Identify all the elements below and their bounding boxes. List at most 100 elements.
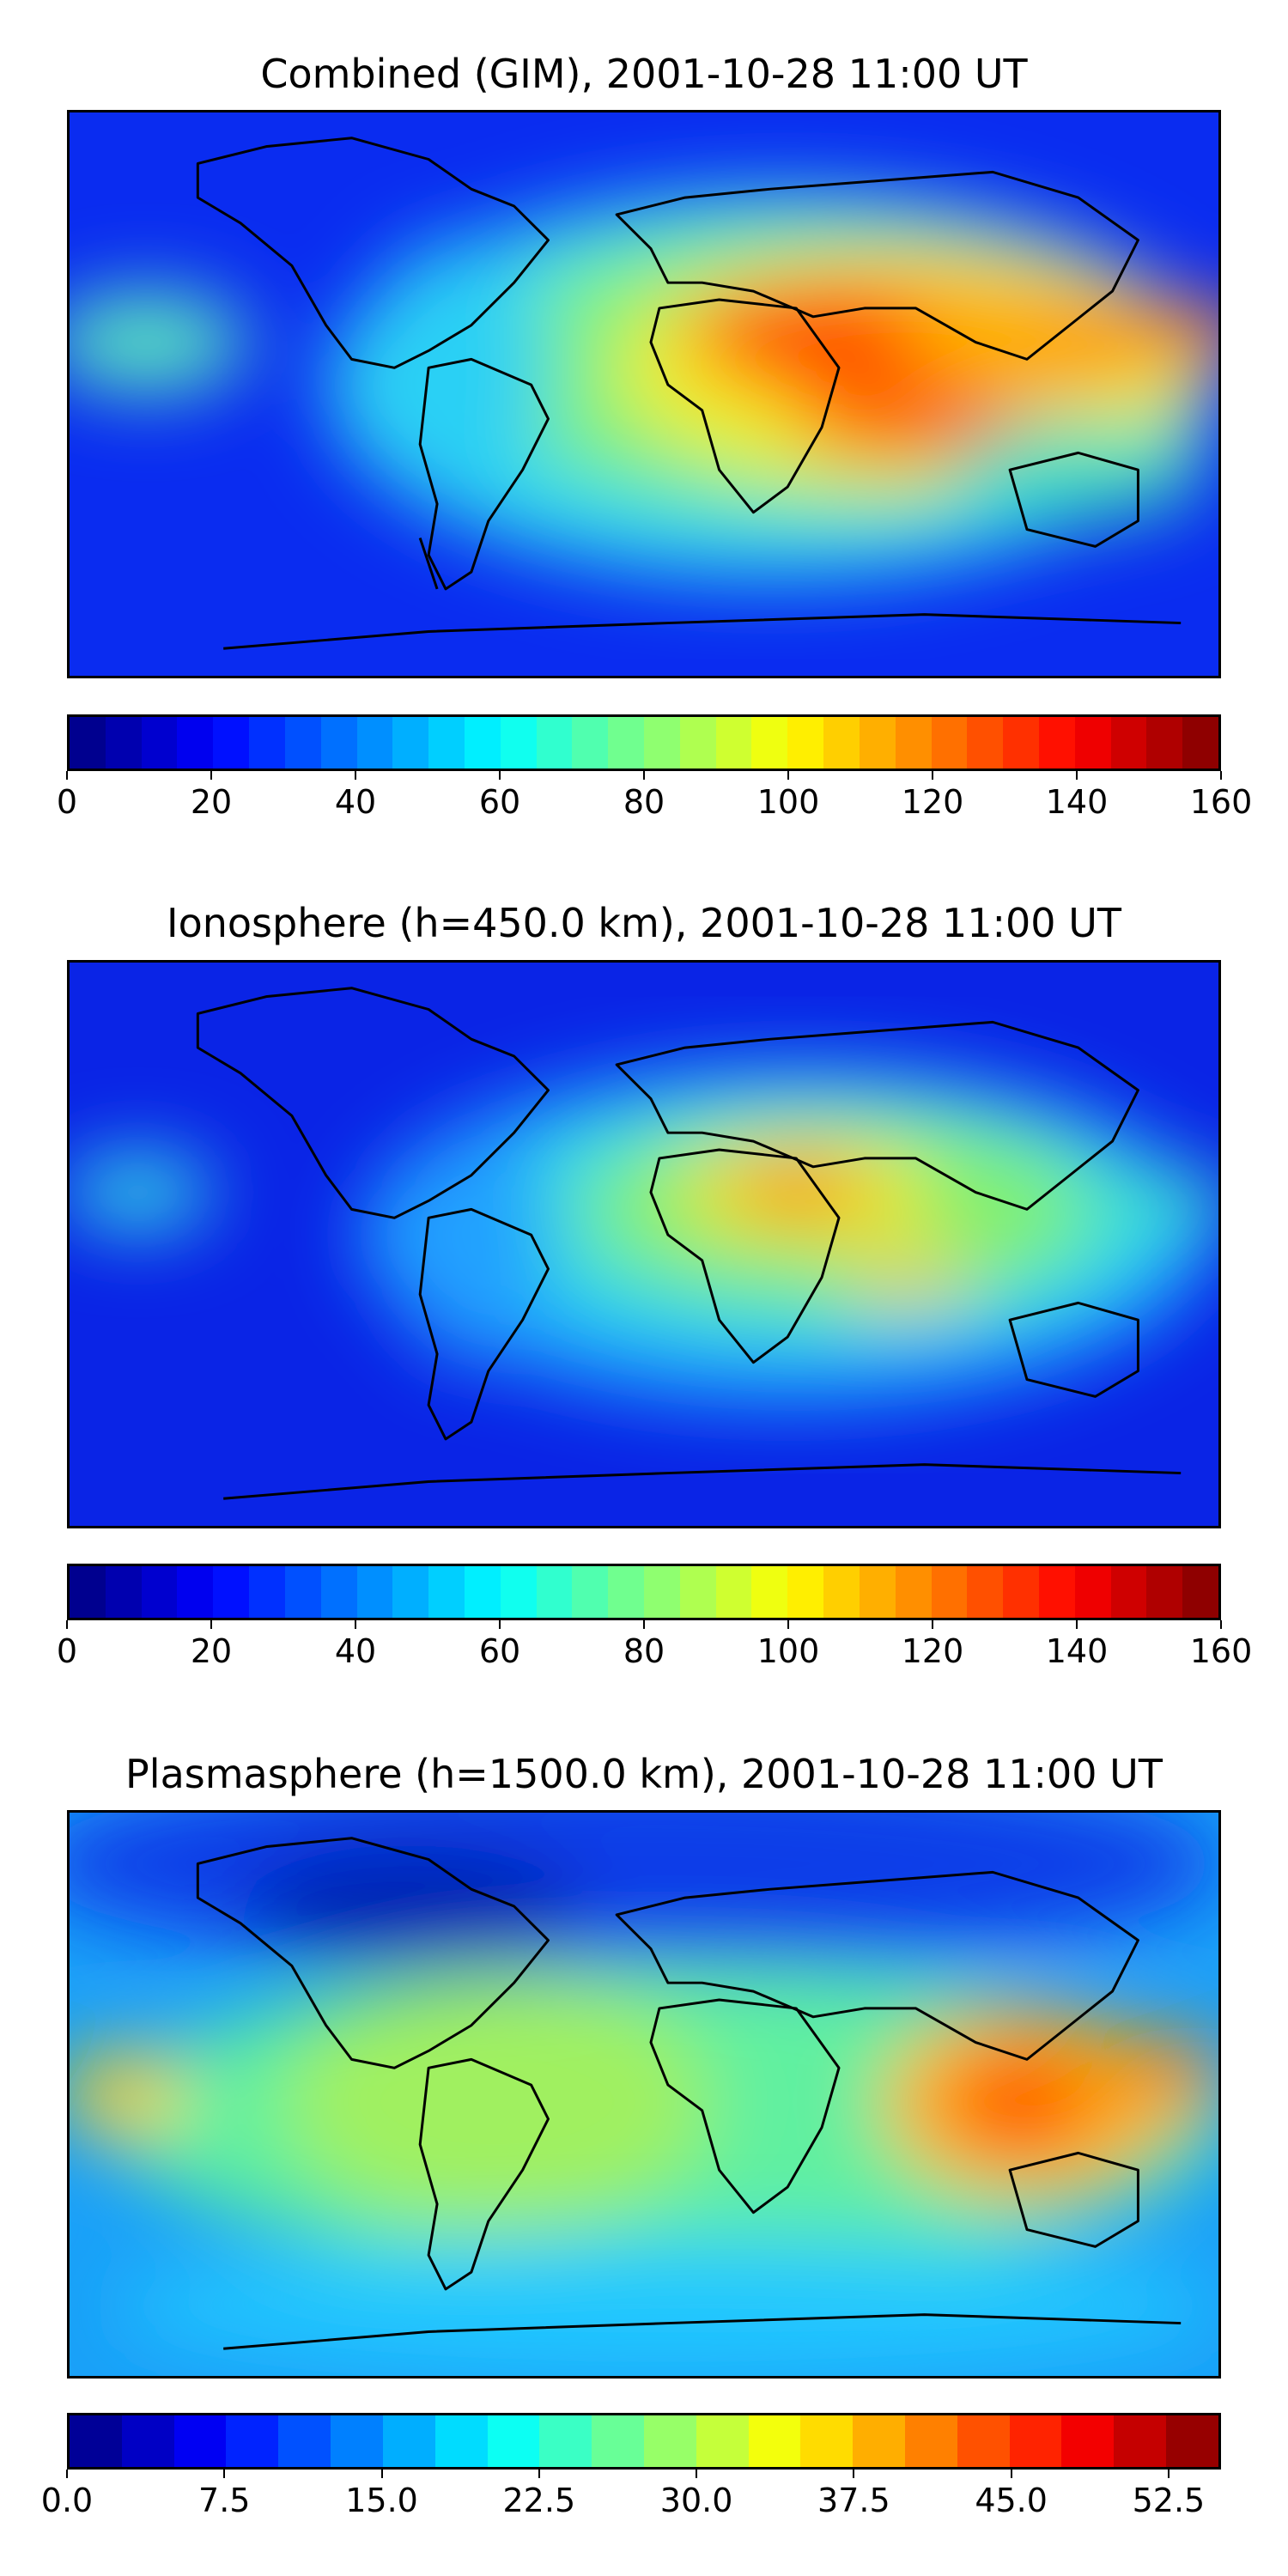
colorbar-level [177,1566,214,1618]
colorbar-level [500,1566,537,1618]
colorbar-level [356,1566,393,1618]
colorbar-tick [210,771,212,780]
colorbar-tick-label: 100 [756,783,820,821]
panel-2-map [67,960,1221,1528]
colorbar-tick [355,1620,356,1629]
colorbar-level [284,717,321,769]
colorbar-level [320,717,357,769]
colorbar-level [278,2415,331,2467]
colorbar-level [536,717,573,769]
colorbar-tick-label: 15.0 [345,2482,418,2519]
panel-2-coastlines [196,987,1182,1500]
colorbar-level [249,1566,285,1618]
colorbar-tick-label: 120 [901,1632,964,1670]
colorbar-level [1061,2415,1115,2467]
colorbar-level [931,717,968,769]
colorbar-level [967,1566,1004,1618]
colorbar-level [644,717,680,769]
colorbar-level [1110,717,1147,769]
colorbar-level [931,1566,968,1618]
colorbar-level [1146,1566,1183,1618]
colorbar-tick [499,1620,501,1629]
colorbar-tick [1220,1620,1222,1629]
colorbar-level [331,2415,383,2467]
colorbar-tick-label: 120 [901,783,964,821]
colorbar-level [715,717,752,769]
colorbar-tick-label: 0.0 [40,2482,94,2519]
colorbar-level [895,717,932,769]
colorbar-tick-label: 20 [190,783,233,821]
colorbar-level [105,1566,142,1618]
colorbar-tick [932,1620,933,1629]
panel-2-map-svg [70,963,1218,1526]
colorbar-level [643,2415,696,2467]
panel-1-coastlines [196,137,1182,650]
colorbar-level [751,717,788,769]
panel-2-colorbar [67,1564,1221,1620]
panel-2-colorbar-ticks: 0 20 40 60 80 100 120 140 160 [57,1620,1252,1672]
colorbar-tick [1010,2470,1012,2478]
colorbar-level [392,1566,429,1618]
colorbar-level [608,717,644,769]
colorbar-tick-label: 22.5 [502,2482,576,2519]
colorbar-level [434,2415,488,2467]
colorbar-level [592,2415,644,2467]
colorbar-level [70,2415,122,2467]
colorbar-level [70,1566,106,1618]
colorbar-level [1182,1566,1218,1618]
colorbar-level [823,1566,860,1618]
colorbar-level [1003,717,1039,769]
colorbar-level [249,717,285,769]
colorbar-level [800,2415,854,2467]
colorbar-level [382,2415,435,2467]
colorbar-tick [932,771,933,780]
colorbar-tick [210,1620,212,1629]
colorbar-level [487,2415,540,2467]
colorbar-tick [643,771,645,780]
colorbar-level [1114,2415,1167,2467]
colorbar-tick-label: 40 [334,1632,377,1670]
colorbar-level [572,717,609,769]
panel-3-map [67,1810,1221,2379]
colorbar-tick [1076,771,1078,780]
colorbar-tick [787,771,789,780]
colorbar-level [1074,1566,1111,1618]
colorbar-tick-label: 7.5 [198,2482,251,2519]
colorbar-level [320,1566,357,1618]
colorbar-level [173,2415,227,2467]
colorbar-level [905,2415,957,2467]
colorbar-level [895,1566,932,1618]
colorbar-level [608,1566,644,1618]
panel-2-field [70,1064,1218,1406]
colorbar-tick-label: 140 [1045,783,1109,821]
colorbar-level [141,717,178,769]
panel-3-title: Plasmasphere (h=1500.0 km), 2001-10-28 1… [125,1751,1163,1797]
colorbar-tick [1167,2470,1170,2478]
colorbar-level [823,717,860,769]
colorbar-level [1182,717,1218,769]
colorbar-level [748,2415,801,2467]
colorbar-tick-label: 60 [478,783,521,821]
colorbar-level [787,717,824,769]
panel-1-map [67,110,1221,678]
colorbar-level [751,1566,788,1618]
colorbar-level [1038,717,1075,769]
colorbar-tick-label: 80 [623,1632,665,1670]
colorbar-tick-label: 30.0 [659,2482,733,2519]
panel-1-colorbar [67,714,1221,771]
colorbar-tick [538,2470,540,2478]
panel-3-field [70,1813,1218,2374]
colorbar-level [696,2415,749,2467]
colorbar-tick-label: 140 [1045,1632,1109,1670]
colorbar-tick [1220,771,1222,780]
colorbar-level [787,1566,824,1618]
colorbar-level [1009,2415,1062,2467]
panel-1-title: Combined (GIM), 2001-10-28 11:00 UT [260,51,1028,97]
panel-3-colorbar-ticks: 0.0 7.5 15.0 22.5 30.0 37.5 45.0 52.5 [41,2470,1221,2521]
colorbar-level [539,2415,592,2467]
colorbar-tick-label: 60 [478,1632,521,1670]
colorbar-level [105,717,142,769]
colorbar-tick-label: 100 [756,1632,820,1670]
colorbar-tick-label: 160 [1189,783,1253,821]
colorbar-level [1003,1566,1039,1618]
